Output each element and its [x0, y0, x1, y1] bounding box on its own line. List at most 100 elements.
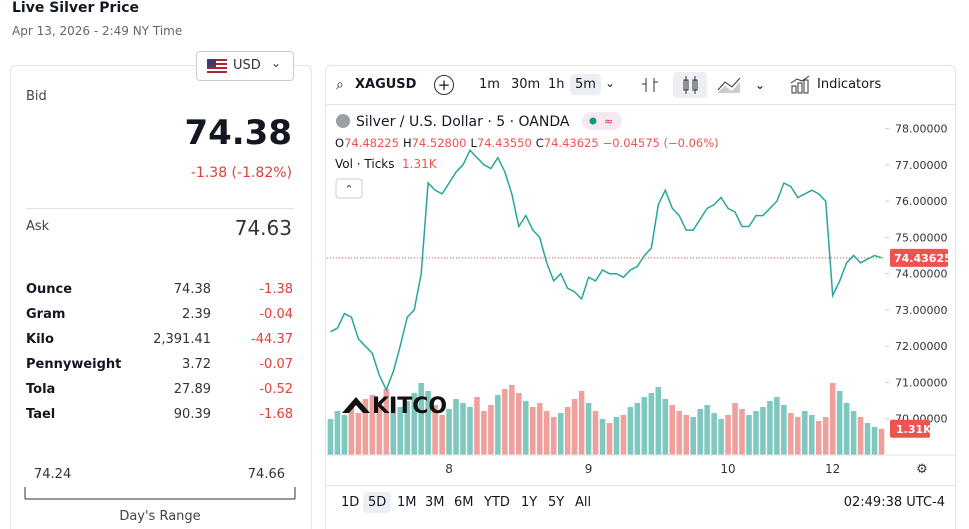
volume-bar — [439, 415, 445, 455]
unit-change: -0.52 — [259, 382, 293, 397]
volume-bar — [404, 401, 411, 455]
volume-bar — [397, 407, 404, 455]
volume-bar — [760, 407, 766, 455]
quote-card — [10, 65, 312, 529]
volume-bar — [788, 413, 794, 455]
y-tick-label: 75.00000 — [895, 231, 948, 244]
chevron: ⌄ — [271, 56, 282, 70]
ohlc-h_label: H — [403, 136, 412, 150]
volume-bar — [795, 417, 801, 455]
volume-bar — [571, 399, 578, 455]
volume-bar — [522, 401, 529, 455]
volume-bar — [767, 401, 773, 455]
currency-select[interactable]: USD ⌄ — [196, 51, 294, 81]
indicators-button[interactable]: Indicators — [817, 77, 882, 92]
interval-button[interactable]: 30m — [511, 77, 541, 92]
ohlc-open: 74.48225 — [344, 136, 399, 150]
page-title: Live Silver Price — [12, 0, 140, 16]
compare-button[interactable]: + — [434, 75, 454, 95]
clock: 02:49:38 UTC-4 — [843, 495, 945, 510]
interval-button[interactable]: 5m — [570, 74, 601, 95]
unit-change: -1.38 — [259, 282, 293, 297]
range-button[interactable]: 6M — [454, 495, 474, 510]
search-icon[interactable]: ⌕ — [336, 77, 344, 93]
unit-price: 2.39 — [182, 307, 211, 322]
volume-bar — [711, 413, 717, 455]
unit-name: Pennyweight — [26, 357, 122, 372]
volume-bar — [481, 411, 487, 455]
volume-bar — [334, 411, 341, 455]
x-tick-label: 12 — [825, 462, 840, 476]
unit-price: 74.38 — [173, 282, 211, 297]
currency: USD — [233, 58, 261, 73]
unit-name: Ounce — [26, 282, 73, 297]
volume-bar — [606, 423, 613, 455]
ohlc-low: 74.43550 — [477, 136, 532, 150]
range-button[interactable]: 5D — [363, 492, 392, 513]
volume-bar — [781, 405, 787, 455]
volume-bar — [655, 387, 662, 455]
range-button[interactable]: 1M — [397, 495, 417, 510]
volume-bar — [871, 427, 878, 455]
range-button[interactable]: All — [575, 495, 592, 510]
volume-bar — [857, 417, 864, 455]
unit-price: 3.72 — [182, 357, 211, 372]
symbol[interactable]: XAGUSD — [355, 77, 417, 92]
svg-text:⌄: ⌄ — [755, 78, 765, 92]
status-pill — [582, 112, 622, 130]
current-price-label: 74.43625 — [894, 252, 952, 265]
range-button[interactable]: 3M — [425, 495, 445, 510]
collapse-icon: ⌃ — [344, 183, 353, 196]
unit-name: Gram — [26, 307, 66, 322]
volume-bar — [669, 405, 676, 455]
chart-tools: ⌄ — [642, 72, 765, 98]
volume-bar — [732, 403, 738, 455]
volume-bar — [376, 403, 383, 455]
volume-bar — [536, 403, 543, 455]
range-label: Day's Range — [119, 509, 201, 524]
volume-bar — [648, 393, 655, 455]
volume-legend-value: 1.31K — [402, 157, 438, 171]
ohlc-o_label: O — [335, 136, 344, 150]
volume-bar — [690, 417, 696, 455]
settings-icon: ⚙ — [916, 462, 928, 477]
volume-bar — [725, 415, 731, 455]
y-tick-label: 78.00000 — [895, 123, 948, 136]
volume-bar — [418, 383, 424, 455]
volume-bar — [683, 415, 690, 455]
volume-bar — [543, 411, 550, 455]
divider — [26, 208, 294, 209]
status-dot — [589, 117, 597, 125]
x-tick-label: 9 — [585, 462, 593, 476]
volume-bar — [662, 399, 669, 455]
volume-legend: Vol · Ticks — [335, 157, 395, 171]
interval-button[interactable]: 1h — [548, 77, 565, 92]
indicators-icon[interactable] — [789, 74, 811, 96]
toolbar-divider — [325, 104, 955, 105]
volume-bar — [432, 405, 438, 455]
range-button[interactable]: 1D — [341, 495, 360, 510]
y-tick-label: 72.00000 — [895, 340, 948, 353]
volume-bar — [815, 421, 822, 455]
volume-bar — [634, 403, 641, 455]
volume-bar — [599, 419, 606, 455]
volume-bar — [362, 399, 369, 455]
volume-bar — [446, 409, 452, 455]
interval-menu[interactable]: ⌄ — [605, 76, 616, 90]
volume-bar — [460, 403, 466, 455]
range-button[interactable]: YTD — [484, 495, 510, 510]
volume-bar — [585, 403, 592, 455]
volume-bar — [746, 415, 752, 455]
unit-price: 90.39 — [173, 407, 211, 422]
range-button[interactable]: 1Y — [521, 495, 538, 510]
y-tick-label: 73.00000 — [895, 304, 948, 317]
unit-change: -1.68 — [259, 407, 293, 422]
volume-bar — [383, 389, 390, 455]
ask-price: 74.63 — [234, 216, 292, 240]
volume-bar — [488, 405, 494, 455]
range-button[interactable]: 5Y — [548, 495, 565, 510]
volume-label: 1.31K — [896, 423, 932, 436]
volume-bar — [801, 411, 808, 455]
interval-button[interactable]: 1m — [479, 77, 500, 92]
